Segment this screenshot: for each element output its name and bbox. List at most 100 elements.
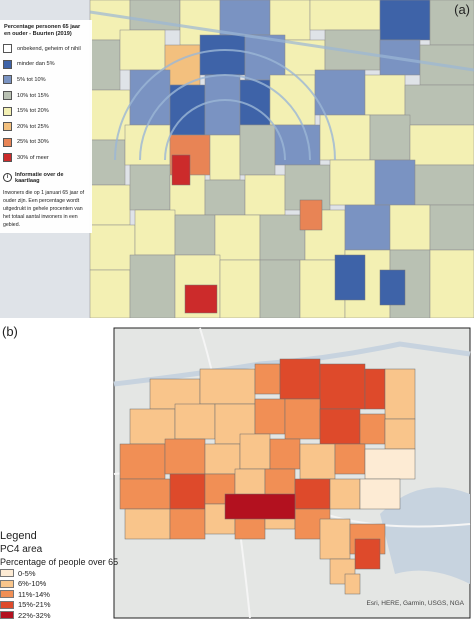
waterway bbox=[89, 10, 474, 72]
pc4-area bbox=[329, 478, 361, 510]
pc4-area bbox=[119, 443, 166, 480]
map-a-legend-label: 15% tot 20% bbox=[17, 108, 49, 115]
pc4-area bbox=[174, 403, 216, 440]
map-b-legend-item: 6%-10% bbox=[0, 579, 120, 590]
pc4-area bbox=[319, 408, 361, 445]
layer-info-text: Inwoners die op 1 januari 65 jaar of oud… bbox=[3, 189, 85, 228]
neighbourhood-area bbox=[204, 179, 246, 216]
neighbourhood-area bbox=[219, 0, 271, 36]
map-b-legend-swatch bbox=[0, 590, 14, 599]
pc4-area bbox=[319, 363, 366, 410]
map-panel-a: Percentage personen 65 jaar en ouder - B… bbox=[0, 0, 474, 318]
info-icon: i bbox=[3, 173, 12, 183]
neighbourhood-area bbox=[269, 0, 311, 41]
panel-b-label: (b) bbox=[2, 324, 18, 339]
map-a-legend-label: 30% of meer bbox=[17, 154, 49, 161]
layer-info-link[interactable]: i Informatie over de kaartlaag bbox=[0, 166, 92, 186]
pc4-area bbox=[254, 398, 286, 435]
neighbourhood-area bbox=[429, 204, 474, 251]
map-a-legend-label: 20% tot 25% bbox=[17, 123, 49, 130]
neighbourhood-area bbox=[199, 34, 246, 76]
map-a-legend-item: 25% tot 30% bbox=[0, 135, 92, 151]
pc4-area bbox=[354, 538, 381, 570]
legend-b-layer: PC4 area bbox=[0, 544, 43, 555]
canal bbox=[114, 49, 336, 161]
map-b-legend-item: 22%-32% bbox=[0, 610, 120, 620]
neighbourhood-area bbox=[259, 259, 301, 318]
neighbourhood-area bbox=[219, 259, 261, 318]
neighbourhood-area bbox=[174, 214, 216, 256]
neighbourhood-area-high bbox=[171, 154, 191, 186]
pc4-area bbox=[269, 438, 301, 470]
neighbourhood-area-low bbox=[379, 269, 406, 306]
pc4-area bbox=[199, 368, 256, 405]
map-b-legend: Legend PC4 area Percentage of people ove… bbox=[0, 530, 120, 620]
map-a-legend-swatch bbox=[3, 44, 12, 54]
map-a-legend-item: 15% tot 20% bbox=[0, 103, 92, 119]
neighbourhood-area bbox=[389, 204, 431, 251]
map-b-legend-swatch bbox=[0, 579, 14, 588]
pc4-choropleth-map bbox=[0, 324, 474, 620]
map-b-legend-label: 22%-32% bbox=[18, 610, 51, 620]
neighbourhood-area bbox=[429, 0, 474, 46]
map-a-legend-item: 30% of meer bbox=[0, 150, 92, 166]
map-a-legend-swatch bbox=[3, 59, 12, 69]
neighbourhood-area bbox=[89, 269, 131, 318]
neighbourhood-area bbox=[404, 84, 474, 126]
canal bbox=[164, 99, 286, 161]
pc4-area bbox=[279, 358, 321, 400]
map-a-legend-label: 10% tot 15% bbox=[17, 92, 49, 99]
neighbourhood-area bbox=[364, 74, 406, 116]
neighbourhood-area bbox=[259, 214, 306, 261]
pc4-area bbox=[224, 493, 296, 520]
neighbourhood-area bbox=[239, 124, 276, 176]
neighbourhood-area bbox=[89, 139, 126, 186]
neighbourhood-area bbox=[369, 114, 411, 161]
map-a-legend-item: onbekend, geheim of nihil bbox=[0, 41, 92, 57]
map-a-legend-item: 20% tot 25% bbox=[0, 119, 92, 135]
legend-b-field: Percentage of people over 65 bbox=[0, 557, 119, 567]
map-b-legend-label: 6%-10% bbox=[18, 579, 47, 589]
pc4-area bbox=[359, 478, 401, 510]
pc4-area bbox=[284, 398, 321, 440]
neighbourhood-area bbox=[344, 204, 391, 251]
map-a-legend-swatch bbox=[3, 137, 12, 147]
legend-a-title: Percentage personen 65 jaar en ouder - B… bbox=[4, 24, 81, 37]
map-b-legend-item: 15%-21% bbox=[0, 600, 120, 611]
neighbourhood-area bbox=[414, 164, 474, 206]
neighbourhood-area bbox=[309, 0, 381, 31]
pc4-area bbox=[364, 448, 416, 480]
neighbourhood-area bbox=[89, 39, 121, 91]
neighbourhood-area bbox=[409, 124, 474, 166]
map-a-legend-swatch bbox=[3, 106, 12, 116]
neighbourhood-area bbox=[429, 249, 474, 318]
map-a-legend: Percentage personen 65 jaar en ouder - B… bbox=[0, 20, 92, 233]
neighbourhood-area bbox=[124, 124, 171, 166]
pc4-area bbox=[294, 478, 331, 510]
map-a-legend-swatch bbox=[3, 75, 12, 85]
pc4-area bbox=[239, 433, 271, 470]
neighbourhood-area bbox=[134, 209, 176, 256]
neighbourhood-area bbox=[129, 254, 176, 318]
neighbourhood-area bbox=[269, 74, 316, 126]
pc4-area bbox=[119, 478, 171, 510]
pc4-area bbox=[204, 443, 241, 475]
pc4-area bbox=[299, 443, 336, 480]
neighbourhood-area bbox=[244, 174, 286, 216]
neighbourhood-area bbox=[214, 214, 261, 261]
map-panel-b: (b) Legend PC4 area Percentage of people… bbox=[0, 324, 474, 620]
map-a-legend-label: minder dan 5% bbox=[17, 61, 55, 68]
pc4-area bbox=[124, 508, 171, 540]
map-a-legend-item: minder dan 5% bbox=[0, 57, 92, 73]
map-b-legend-label: 15%-21% bbox=[18, 600, 51, 610]
map-a-legend-label: 5% tot 10% bbox=[17, 76, 46, 83]
map-b-legend-item: 0-5% bbox=[0, 568, 120, 579]
neighbourhood-area-high bbox=[184, 284, 218, 314]
map-b-legend-swatch bbox=[0, 600, 14, 609]
lake-water bbox=[380, 487, 470, 584]
pc4-area bbox=[344, 573, 361, 595]
pc4-area bbox=[384, 368, 416, 420]
pc4-area bbox=[169, 473, 206, 510]
neighbourhood-choropleth-map bbox=[0, 0, 474, 318]
neighbourhood-area bbox=[89, 224, 136, 271]
